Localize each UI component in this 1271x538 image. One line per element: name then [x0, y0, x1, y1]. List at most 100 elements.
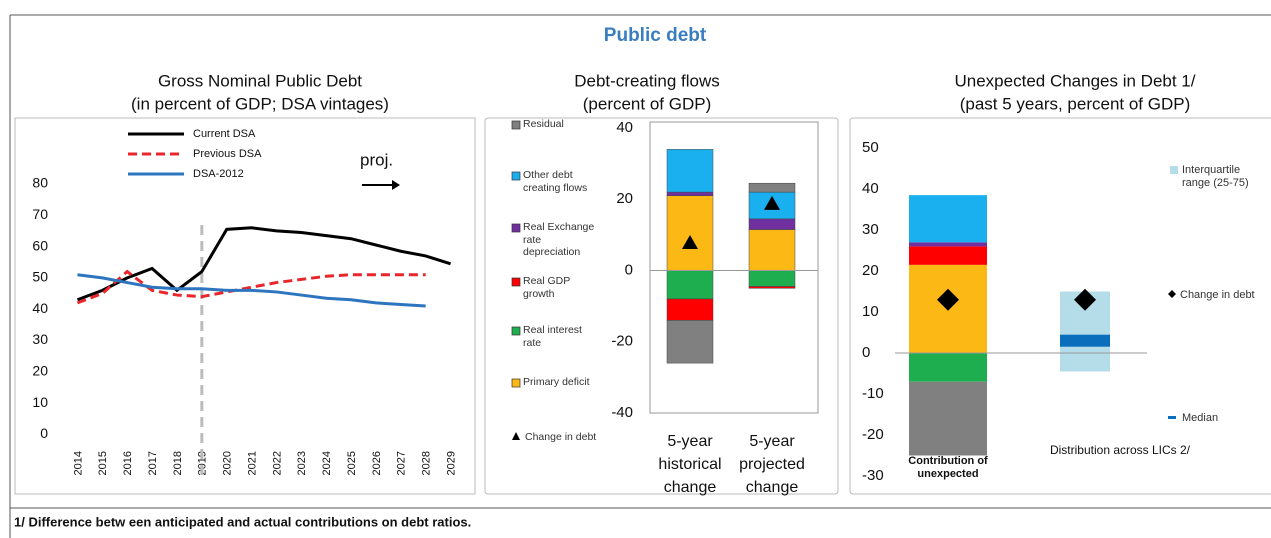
x-tick-label: 2019: [197, 451, 209, 475]
arrow-head: [392, 180, 400, 190]
x-tick-label: 2023: [296, 451, 308, 475]
bar-segment: [666, 149, 714, 193]
y-tick-label: 20: [616, 190, 633, 207]
y-tick-label: -10: [862, 385, 884, 402]
chart-title: (past 5 years, percent of GDP): [960, 94, 1191, 113]
y-tick-label: -30: [862, 467, 884, 484]
y-tick-label: 70: [32, 206, 48, 222]
bar-segment: [748, 229, 796, 271]
x-tick-label: 2016: [122, 451, 134, 475]
x-tick-label: 2018: [172, 451, 184, 475]
legend-swatch: [511, 326, 521, 336]
x-tick-label: 2028: [421, 451, 433, 475]
bar-segment: [666, 298, 714, 321]
legend-label: Real GDP growth: [523, 275, 571, 300]
marker: [764, 195, 780, 210]
legend-label: Primary deficit: [523, 376, 590, 388]
bar-segment: [666, 191, 714, 196]
chart-title: (in percent of GDP; DSA vintages): [131, 94, 389, 113]
panel: [14, 117, 476, 495]
bar-segment: [909, 242, 987, 247]
legend-swatch: [511, 277, 521, 287]
legend-swatch: [1170, 166, 1178, 174]
y-tick-label: 40: [616, 119, 633, 136]
x-tick-label: 2026: [371, 451, 383, 475]
y-tick-label: 40: [32, 300, 48, 316]
y-tick-label: 80: [32, 175, 48, 191]
panel: [484, 117, 839, 495]
bar-segment: [748, 270, 796, 287]
bar-segment: [909, 246, 987, 265]
legend-label: Previous DSA: [193, 148, 262, 160]
legend-label: Interquartile range (25-75): [1182, 164, 1249, 190]
y-tick-label: -40: [611, 404, 633, 421]
legend-label: Current DSA: [193, 128, 256, 140]
y-tick-label: 50: [32, 269, 48, 285]
legend-label: Residual: [523, 118, 564, 130]
x-tick-label: 2020: [222, 451, 234, 475]
y-tick-label: 30: [862, 221, 879, 238]
legend-label: Other debt creating flows: [523, 169, 588, 194]
x-tick-label: 5-year historical change: [658, 433, 722, 496]
x-tick-label: 2017: [147, 451, 159, 475]
legend-label: Real Exchange rate depreciation: [523, 221, 595, 259]
x-tick-label: Contribution of unexpected: [908, 455, 988, 481]
y-tick-label: 20: [862, 262, 879, 279]
line-series: [76, 226, 452, 302]
bar-segment: [666, 270, 714, 300]
bar-segment: [748, 182, 796, 193]
legend-swatch: [511, 171, 521, 181]
y-tick-label: 10: [32, 394, 48, 410]
x-tick-label: 2025: [346, 451, 358, 475]
bar-segment: [666, 320, 714, 364]
legend-label: Change in debt: [1180, 289, 1255, 301]
marker: [1074, 288, 1096, 311]
panel: [849, 117, 1271, 495]
x-tick-label: 2021: [246, 451, 258, 475]
x-tick-label: 2024: [321, 451, 333, 475]
marker: [937, 288, 959, 311]
bar-segment: [748, 218, 796, 230]
y-tick-label: 10: [862, 303, 879, 320]
y-tick-label: 20: [32, 362, 48, 378]
plot-frame: [649, 121, 819, 414]
legend-marker: [1168, 290, 1176, 298]
y-tick-label: 30: [32, 331, 48, 347]
x-tick-label: 2022: [271, 451, 283, 475]
x-tick-label: 2029: [445, 451, 457, 475]
bar-segment: [666, 195, 714, 271]
legend-swatch: [511, 223, 521, 233]
x-tick-label: 2014: [72, 451, 84, 475]
legend-label: DSA-2012: [193, 168, 244, 180]
bar-segment: [909, 195, 987, 243]
legend-label: Change in debt: [525, 431, 596, 443]
bar-segment: [748, 286, 796, 289]
chart-title: Gross Nominal Public Debt: [158, 71, 362, 90]
legend-label: Real interest rate: [523, 324, 582, 349]
bar-segment: [909, 353, 987, 382]
median: [1060, 334, 1110, 347]
legend-label: Median: [1182, 412, 1218, 424]
legend-swatch: [1168, 416, 1176, 419]
chart-title: Unexpected Changes in Debt 1/: [955, 71, 1196, 90]
chart-title: (percent of GDP): [583, 94, 712, 113]
legend-swatch: [511, 120, 521, 130]
bar-segment: [909, 381, 987, 456]
y-tick-label: 40: [862, 180, 879, 197]
x-tick-label: 2027: [396, 451, 408, 475]
y-tick-label: 50: [862, 139, 879, 156]
legend-swatch: [511, 378, 521, 388]
y-tick-label: 0: [40, 425, 48, 441]
y-tick-label: 60: [32, 237, 48, 253]
y-tick-label: 0: [625, 261, 633, 278]
y-tick-label: 0: [862, 344, 870, 361]
line-series: [76, 269, 426, 305]
x-tick-label: 2015: [97, 451, 109, 475]
page-title: Public debt: [604, 25, 707, 46]
annotation: proj.: [360, 150, 393, 169]
x-tick-label: 5-year projected change: [739, 433, 805, 496]
y-tick-label: -20: [611, 333, 633, 350]
line-series: [77, 273, 426, 308]
